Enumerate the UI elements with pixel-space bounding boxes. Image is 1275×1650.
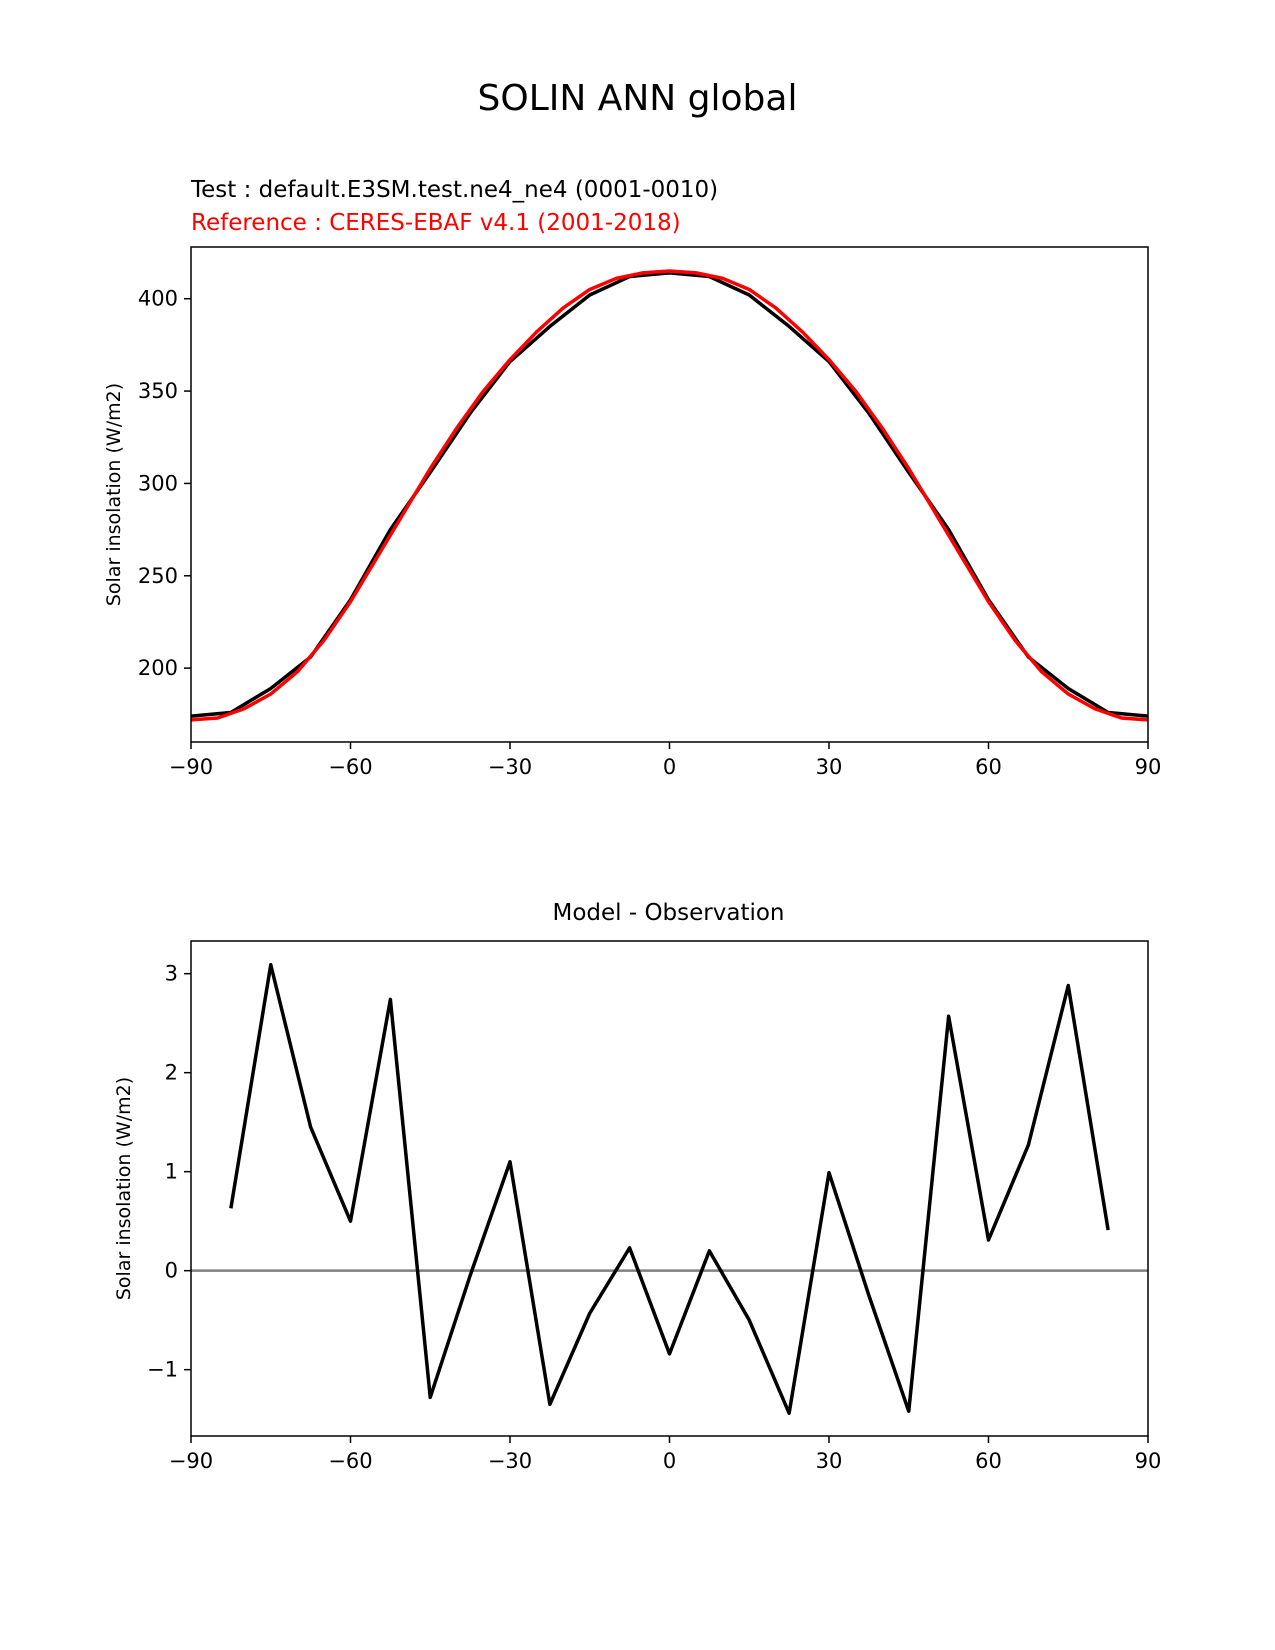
bottom-y-axis-label: Solar insolation (W/m2) <box>113 1077 135 1300</box>
top-x-tick-label: 90 <box>1135 755 1162 779</box>
bottom-x-tick-label: 0 <box>663 1449 676 1473</box>
bottom-x-tick-label: −60 <box>328 1449 372 1473</box>
bottom-chart-panel: −90 −60 −30 0 30 60 90 −1 0 1 2 3 Solar insolation (… <box>113 940 1162 1473</box>
figure-title: SOLIN ANN global <box>478 78 798 119</box>
bottom-series-line-0 <box>229 963 1110 1415</box>
top-subtitle-test: Test : default.E3SM.test.ne4_ne4 (0001-0… <box>190 177 718 203</box>
top-axes-frame <box>190 246 1149 743</box>
bottom-x-tick-label: 30 <box>816 1449 843 1473</box>
top-x-tick-label: 60 <box>975 755 1002 779</box>
bottom-y-tick-label: 0 <box>165 1259 178 1283</box>
top-y-tick-label: 200 <box>138 656 178 680</box>
top-x-tick-label: −30 <box>488 755 532 779</box>
top-y-tick-label: 400 <box>138 287 178 311</box>
top-x-tick-label: −60 <box>328 755 372 779</box>
top-x-tick-label: 30 <box>816 755 843 779</box>
top-y-tick-label: 350 <box>138 379 178 403</box>
bottom-x-tick-label: 60 <box>975 1449 1002 1473</box>
bottom-x-tick-label: −90 <box>169 1449 213 1473</box>
bottom-y-tick-label: 1 <box>165 1160 178 1184</box>
bottom-x-tick-label: 90 <box>1135 1449 1162 1473</box>
top-x-tick-label: 0 <box>663 755 676 779</box>
bottom-chart-title: Model - Observation <box>552 900 784 926</box>
top-y-axis-label: Solar insolation (W/m2) <box>103 383 125 606</box>
bottom-y-tick-label: −1 <box>147 1358 178 1382</box>
top-x-tick-label: −90 <box>169 755 213 779</box>
bottom-y-tick-label: 2 <box>165 1061 178 1085</box>
top-subtitle-reference: Reference : CERES-EBAF v4.1 (2001-2018) <box>191 210 681 236</box>
bottom-x-tick-label: −30 <box>488 1449 532 1473</box>
bottom-axes-frame <box>190 940 1149 1437</box>
top-series-line-0 <box>190 271 1149 718</box>
bottom-y-tick-label: 3 <box>165 962 178 986</box>
top-series-line-1 <box>190 269 1149 722</box>
top-y-tick-label: 300 <box>138 471 178 495</box>
top-chart-panel: −90 −60 −30 0 30 60 90 200 250 300 350 400 Solar ins… <box>103 246 1162 779</box>
top-y-tick-label: 250 <box>138 564 178 588</box>
